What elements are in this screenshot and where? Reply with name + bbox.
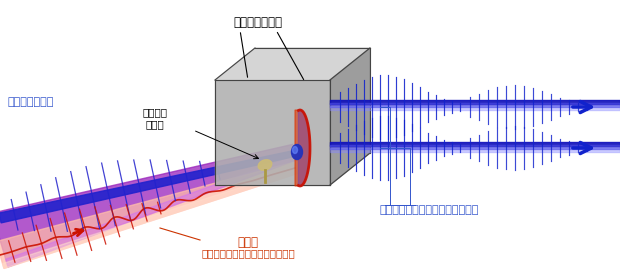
- Text: シリコン反射鏡: シリコン反射鏡: [234, 16, 283, 28]
- Polygon shape: [298, 110, 310, 186]
- Text: アト秒パルス列: アト秒パルス列: [8, 97, 55, 107]
- Polygon shape: [295, 110, 310, 186]
- Text: 遅延時間
の調整: 遅延時間 の調整: [143, 107, 167, 129]
- Polygon shape: [0, 144, 297, 267]
- Polygon shape: [6, 156, 297, 267]
- Polygon shape: [2, 170, 297, 268]
- Polygon shape: [215, 80, 330, 185]
- Polygon shape: [215, 48, 370, 80]
- Polygon shape: [330, 48, 370, 185]
- Text: （フェムト秒レーザーパルス光）: （フェムト秒レーザーパルス光）: [201, 248, 295, 258]
- Polygon shape: [0, 151, 293, 223]
- Ellipse shape: [258, 160, 272, 170]
- Ellipse shape: [291, 144, 303, 159]
- Text: 上下に分割されたアト秒パルス列: 上下に分割されたアト秒パルス列: [380, 205, 479, 215]
- Polygon shape: [0, 162, 297, 268]
- Text: 基本波: 基本波: [237, 236, 259, 248]
- Ellipse shape: [293, 147, 298, 153]
